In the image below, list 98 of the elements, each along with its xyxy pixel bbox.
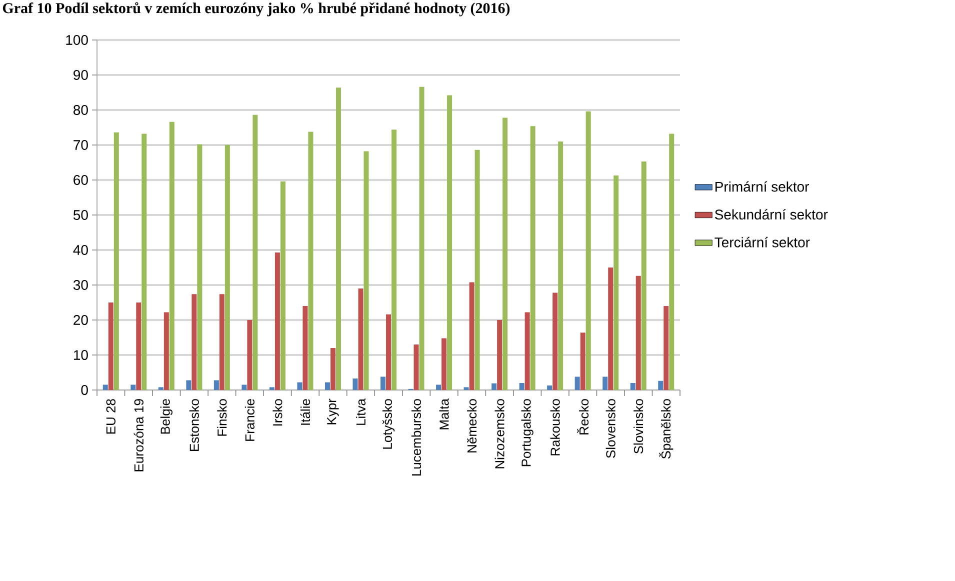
- bar: [580, 332, 586, 390]
- bar: [302, 306, 308, 390]
- x-tick-label: Francie: [244, 399, 254, 441]
- bar: [247, 320, 252, 390]
- bar: [169, 122, 174, 390]
- bar: [380, 376, 386, 390]
- y-tick-label: 100: [66, 35, 88, 45]
- bar: [224, 144, 230, 390]
- bar: [558, 141, 564, 390]
- y-tick-label: 70: [74, 140, 88, 150]
- bar: [547, 385, 552, 390]
- bar: [641, 161, 646, 390]
- bar: [297, 382, 302, 390]
- bar: [114, 132, 119, 390]
- bar: [419, 86, 424, 390]
- x-tick-label: Belgie: [160, 399, 172, 434]
- bar: [552, 292, 558, 390]
- x-tick-label: EU 28: [106, 399, 116, 434]
- x-tick-label: Německo: [466, 399, 477, 452]
- y-tick-label: 50: [73, 210, 88, 220]
- bar: [669, 134, 674, 390]
- bar: [219, 294, 224, 390]
- bar: [474, 150, 480, 390]
- bar: [447, 95, 452, 390]
- bar: [364, 151, 369, 390]
- bar: [492, 383, 497, 390]
- x-tick-label: Kypr: [327, 398, 339, 424]
- y-tick-label: 30: [73, 280, 88, 290]
- x-tick-label: Estonsko: [189, 399, 199, 451]
- bar: [186, 380, 192, 390]
- bar: [614, 175, 619, 390]
- bar: [602, 376, 608, 390]
- bar: [164, 312, 169, 390]
- bar: [469, 282, 474, 390]
- bar: [252, 114, 258, 390]
- bar: [358, 288, 364, 390]
- bar: [330, 348, 336, 390]
- bar: [269, 387, 274, 390]
- x-tick-label: Eurozóna 19: [134, 399, 144, 472]
- y-tick-label: 40: [73, 245, 88, 255]
- bar: [386, 314, 392, 390]
- bar: [519, 382, 524, 390]
- x-tick-label: Finsko: [217, 399, 227, 436]
- bar: [108, 302, 114, 390]
- bar: [608, 268, 614, 390]
- legend-label: Terciární sektor: [714, 236, 810, 248]
- y-tick-label: 10: [74, 350, 88, 360]
- bar: [336, 88, 341, 390]
- bar: [308, 132, 314, 390]
- bar: [502, 118, 508, 390]
- legend-label: Sekundární sektor: [714, 209, 828, 220]
- bar: [436, 384, 442, 390]
- bar: [158, 387, 164, 390]
- x-tick-label: Litva: [356, 398, 366, 425]
- chart-title: Graf 10 Podíl sektorů v zemích eurozóny jako % hrubé přidané hodnoty (2016): [2, 2, 510, 16]
- x-tick-label: Řecko: [577, 399, 589, 434]
- bar: [630, 382, 636, 390]
- x-tick-label: Španělsko: [659, 399, 674, 459]
- bar: [324, 382, 330, 390]
- bar: [214, 380, 219, 390]
- bar: [442, 338, 447, 390]
- bar: [130, 384, 136, 390]
- bar: [658, 380, 664, 390]
- bar: [242, 384, 247, 390]
- bar: [136, 302, 142, 390]
- bar: [142, 134, 147, 390]
- bar: [280, 181, 286, 390]
- bar: [664, 306, 669, 390]
- x-tick-label: Lucembursko: [411, 399, 422, 476]
- y-tick-label: 80: [74, 105, 88, 115]
- bar: [352, 378, 358, 390]
- x-tick-label: Nizozemsko: [494, 399, 504, 468]
- bar: [414, 344, 419, 390]
- y-tick-label: 90: [74, 70, 88, 80]
- x-tick-label: Rakousko: [550, 399, 560, 456]
- bar: [530, 126, 536, 390]
- bar: [497, 320, 502, 390]
- bar: [192, 294, 197, 390]
- bar: [636, 276, 641, 390]
- bar: [102, 384, 108, 390]
- x-tick-label: Itálie: [300, 399, 310, 425]
- y-tick-label: 0: [81, 385, 88, 395]
- x-tick-label: Portugalsko: [521, 399, 534, 466]
- y-tick-label: 60: [74, 175, 88, 185]
- x-tick-label: Slovensko: [606, 399, 616, 458]
- bar: [392, 130, 397, 390]
- y-tick-label: 20: [74, 315, 88, 325]
- bar: [197, 144, 202, 390]
- x-tick-label: Slovinsko: [634, 399, 644, 454]
- bar: [464, 387, 469, 390]
- x-tick-label: Lotyšsko: [382, 399, 395, 449]
- bar: [574, 376, 580, 390]
- x-tick-label: Irsko: [272, 399, 282, 426]
- bar: [274, 252, 280, 390]
- x-tick-label: Malta: [439, 398, 449, 430]
- bar: [524, 312, 530, 390]
- bar: [586, 111, 591, 390]
- legend-label: Primární sektor: [715, 181, 810, 192]
